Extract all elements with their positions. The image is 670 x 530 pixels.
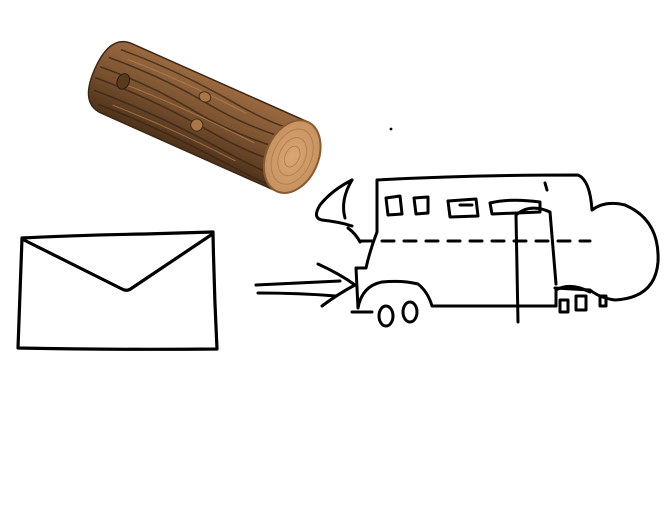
stray-dot <box>389 127 393 131</box>
truck-rear-wheel <box>558 298 570 314</box>
wooden-log-icon <box>87 40 322 194</box>
envelope-outline <box>16 230 219 351</box>
arrow-head <box>316 262 357 308</box>
truck-wheel <box>377 304 395 328</box>
truck-wheel <box>401 300 419 324</box>
truck-rear-wheel <box>598 294 608 308</box>
log-growth-rings <box>270 128 314 185</box>
truck-window <box>488 198 542 216</box>
log-knot <box>190 118 204 132</box>
truck-rear-section <box>554 285 592 308</box>
arrow-shaft-bottom <box>256 291 338 298</box>
truck-mirror <box>315 178 354 228</box>
log-bark-highlights <box>112 58 255 162</box>
truck-body-outline <box>354 173 660 310</box>
camper-truck-icon <box>315 173 660 328</box>
log-bark <box>87 40 309 193</box>
truck-window <box>412 195 430 216</box>
truck-rear-wheel <box>574 294 588 312</box>
truck-door <box>514 206 558 324</box>
log-knot <box>198 91 212 103</box>
truck-trim-mark <box>543 181 549 192</box>
log-knot <box>116 73 131 90</box>
truck-window <box>446 197 480 219</box>
double-line-arrow-right-icon <box>254 262 357 308</box>
truck-headlight <box>346 226 362 244</box>
log-cut-face <box>262 119 322 194</box>
truck-window <box>384 194 404 217</box>
envelope-flap <box>22 233 213 292</box>
envelope-icon <box>16 230 219 351</box>
arrow-shaft-top <box>254 279 342 287</box>
